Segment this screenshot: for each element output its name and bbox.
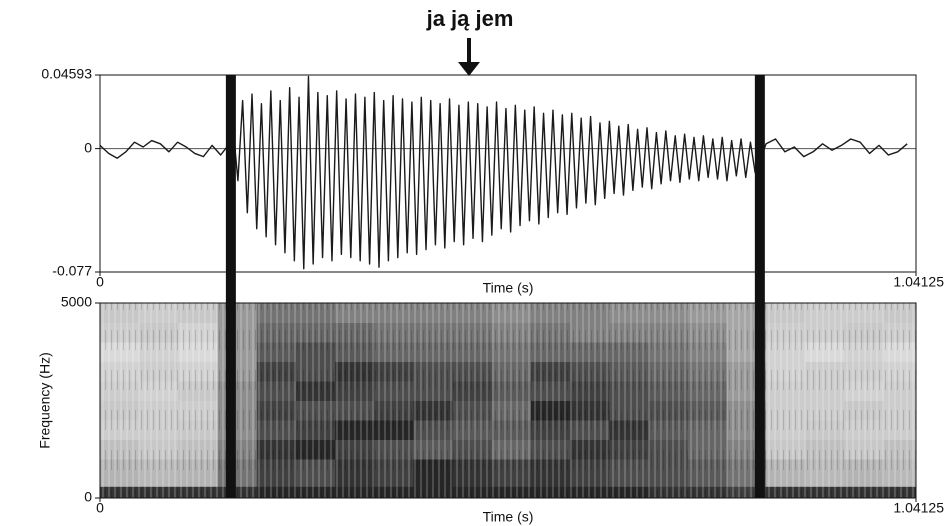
texture <box>100 303 916 498</box>
boundary-marker <box>755 75 765 498</box>
y-axis-label: Frequency (Hz) <box>37 352 53 448</box>
arrow <box>458 38 480 76</box>
y-tick-label: -0.077 <box>52 263 92 279</box>
title: ja ją jem <box>426 6 514 31</box>
x-tick-label: 0 <box>96 500 104 516</box>
waveform <box>100 76 907 268</box>
y-tick-label: 0.04593 <box>41 66 92 82</box>
x-tick-label: 1.04125 <box>893 274 944 290</box>
x-tick-label: 0 <box>96 274 104 290</box>
y-tick-label: 0 <box>84 139 92 155</box>
x-axis-label: Time (s) <box>483 280 534 296</box>
x-tick-label: 1.04125 <box>893 500 944 516</box>
y-tick-label: 5000 <box>61 294 92 310</box>
figure: ja ją jem 0.045930-0.07701.04125Time (s)… <box>0 0 946 526</box>
x-axis-label: Time (s) <box>483 509 534 525</box>
boundary-marker <box>226 75 236 498</box>
y-tick-label: 0 <box>84 489 92 505</box>
